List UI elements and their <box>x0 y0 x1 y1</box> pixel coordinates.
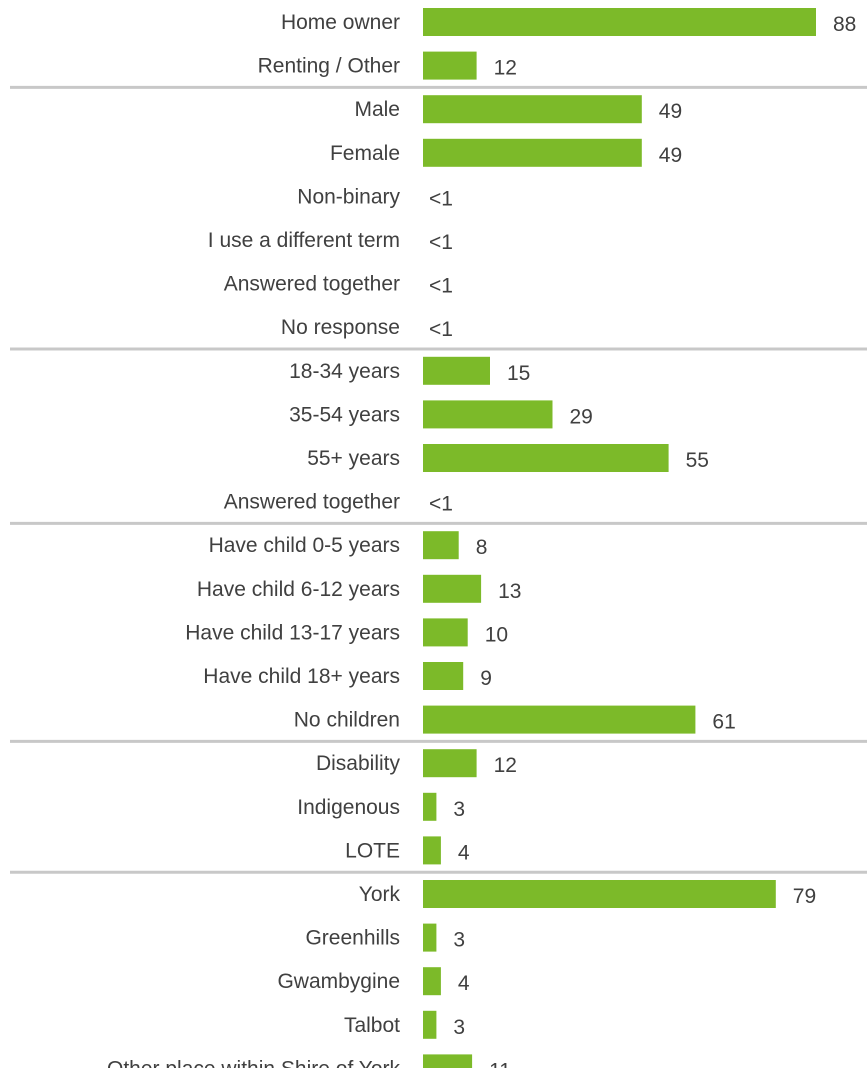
category-label: No response <box>281 316 400 339</box>
bar <box>423 836 441 865</box>
category-label: No children <box>294 709 400 732</box>
value-label: 11 <box>489 1059 511 1068</box>
value-label: 88 <box>833 13 856 36</box>
value-label: 10 <box>485 623 508 646</box>
bar <box>423 662 464 690</box>
category-label: Renting / Other <box>258 55 400 78</box>
category-label: Gwambygine <box>277 970 400 993</box>
value-label: 4 <box>458 841 470 864</box>
bar <box>423 967 441 996</box>
bar <box>423 8 816 36</box>
value-label: <1 <box>429 493 453 516</box>
bar <box>423 749 477 778</box>
value-label: 79 <box>793 885 816 908</box>
value-label: 55 <box>686 449 709 472</box>
value-label: 3 <box>453 1016 465 1039</box>
value-label: 3 <box>453 798 465 821</box>
bar <box>423 1054 473 1068</box>
category-label: 35-54 years <box>289 403 400 426</box>
category-label: Have child 18+ years <box>203 665 400 688</box>
category-label: Home owner <box>281 11 400 34</box>
value-label: 4 <box>458 972 470 995</box>
value-label: 9 <box>480 667 492 690</box>
category-label: Have child 13-17 years <box>185 621 400 644</box>
value-label: <1 <box>429 318 453 341</box>
bar <box>423 356 490 385</box>
category-label: Male <box>354 98 400 121</box>
bar <box>423 574 482 603</box>
category-label: Female <box>330 142 400 165</box>
value-label: 12 <box>494 57 517 80</box>
bar <box>423 51 477 80</box>
category-label: Have child 6-12 years <box>197 578 400 601</box>
value-label: 13 <box>498 580 521 603</box>
value-label: <1 <box>429 231 453 254</box>
category-label: Have child 0-5 years <box>209 534 400 557</box>
value-label: 12 <box>494 754 517 777</box>
value-label: 15 <box>507 362 530 385</box>
category-label: Greenhills <box>305 927 400 950</box>
category-label: LOTE <box>345 839 400 862</box>
category-label: Other place within Shire of York <box>107 1057 400 1068</box>
bar <box>423 705 696 734</box>
value-labels: 88 12 49 49 <1 <1 <1 <1 15 29 55 <1 8 13 10 9 61 12 3 4 79 3 4… <box>429 13 856 1068</box>
category-label: 55+ years <box>307 447 400 470</box>
category-label: Answered together <box>224 273 400 296</box>
category-label: Talbot <box>344 1014 400 1037</box>
bar <box>423 400 553 429</box>
value-label: 49 <box>659 100 682 123</box>
category-label: Disability <box>316 752 401 775</box>
value-label: 61 <box>712 711 735 734</box>
bar <box>423 792 437 821</box>
bar <box>423 138 642 167</box>
value-label: 8 <box>476 536 488 559</box>
value-label: 49 <box>659 144 682 167</box>
bar <box>423 531 459 560</box>
category-label: I use a different term <box>208 229 400 252</box>
value-label: 29 <box>570 405 593 428</box>
bar <box>423 618 468 647</box>
category-labels: Home owner Renting / Other Male Female Non-b… <box>107 11 400 1068</box>
category-label: Indigenous <box>297 796 400 819</box>
bar <box>423 444 669 472</box>
value-label: 3 <box>453 929 465 952</box>
category-label: Non-binary <box>297 185 400 208</box>
category-label: Answered together <box>224 491 400 514</box>
group-separators <box>10 85 867 874</box>
value-label: <1 <box>429 275 453 298</box>
bars <box>423 8 816 1068</box>
category-label: 18-34 years <box>289 360 400 383</box>
bar <box>423 1010 437 1039</box>
bar <box>423 880 776 908</box>
bar <box>423 95 642 124</box>
bar <box>423 923 437 952</box>
category-label: York <box>359 883 401 906</box>
value-label: <1 <box>429 187 453 210</box>
